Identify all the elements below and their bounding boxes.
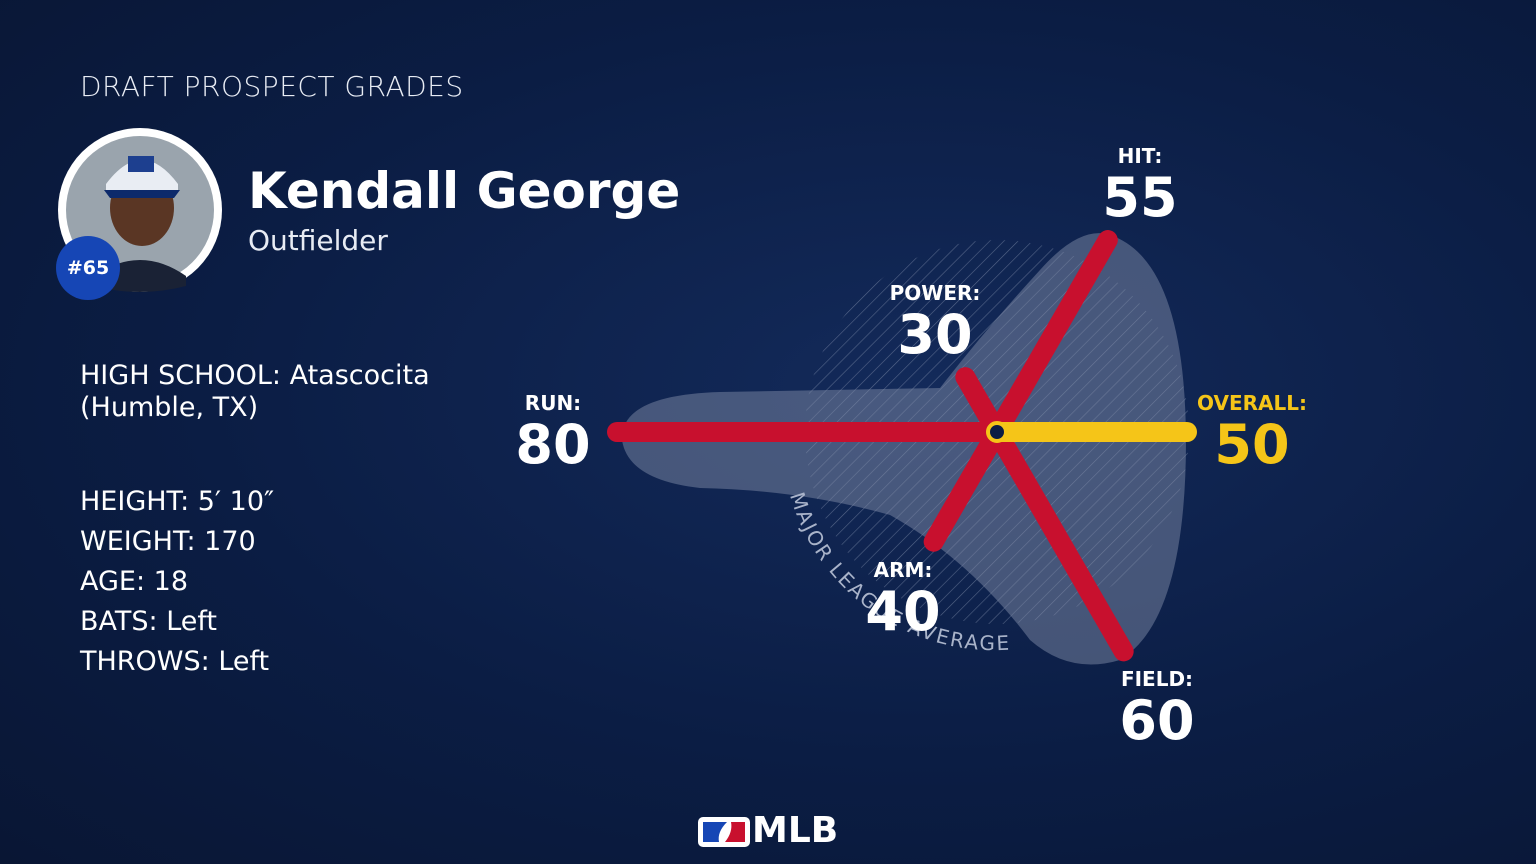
grade-spoke	[987, 230, 1118, 442]
grade-spoke	[987, 422, 1134, 662]
grade-label: OVERALL:	[1197, 391, 1307, 415]
school: HIGH SCHOOL: Atascocita (Humble, TX)	[80, 360, 430, 423]
detail-line: BATS: Left	[80, 606, 218, 637]
detail-line: THROWS: Left	[80, 646, 270, 677]
grade-value: 40	[865, 580, 940, 643]
grade-label: RUN:	[525, 391, 581, 415]
brand-logo	[698, 817, 750, 847]
rank-badge: #65	[67, 257, 109, 279]
grade-value: 55	[1102, 166, 1177, 229]
detail-line: AGE: 18	[80, 566, 189, 597]
grade-spoke	[923, 422, 1007, 552]
details: HEIGHT: 5′ 10″ WEIGHT: 170 AGE: 18 BATS: Le…	[80, 482, 274, 682]
grade-label: FIELD:	[1121, 667, 1193, 691]
grade-label: ARM:	[874, 558, 933, 582]
title: DRAFT PROSPECT GRADES	[80, 70, 464, 103]
grade-value: 50	[1214, 413, 1289, 476]
grade-value: 30	[897, 303, 972, 366]
detail-line: WEIGHT: 170	[80, 526, 256, 557]
grade-label: POWER:	[890, 281, 981, 305]
grade-label: HIT:	[1118, 144, 1163, 168]
photo: #65	[56, 128, 222, 300]
player-name: Kendall George	[248, 162, 681, 220]
center-dot	[986, 421, 1008, 443]
grade-value: 60	[1119, 689, 1194, 752]
grade-value: 80	[515, 413, 590, 476]
player-position: Outfielder	[248, 224, 388, 257]
detail-line: HEIGHT: 5′ 10″	[80, 486, 275, 517]
brand: MLB	[752, 810, 839, 851]
